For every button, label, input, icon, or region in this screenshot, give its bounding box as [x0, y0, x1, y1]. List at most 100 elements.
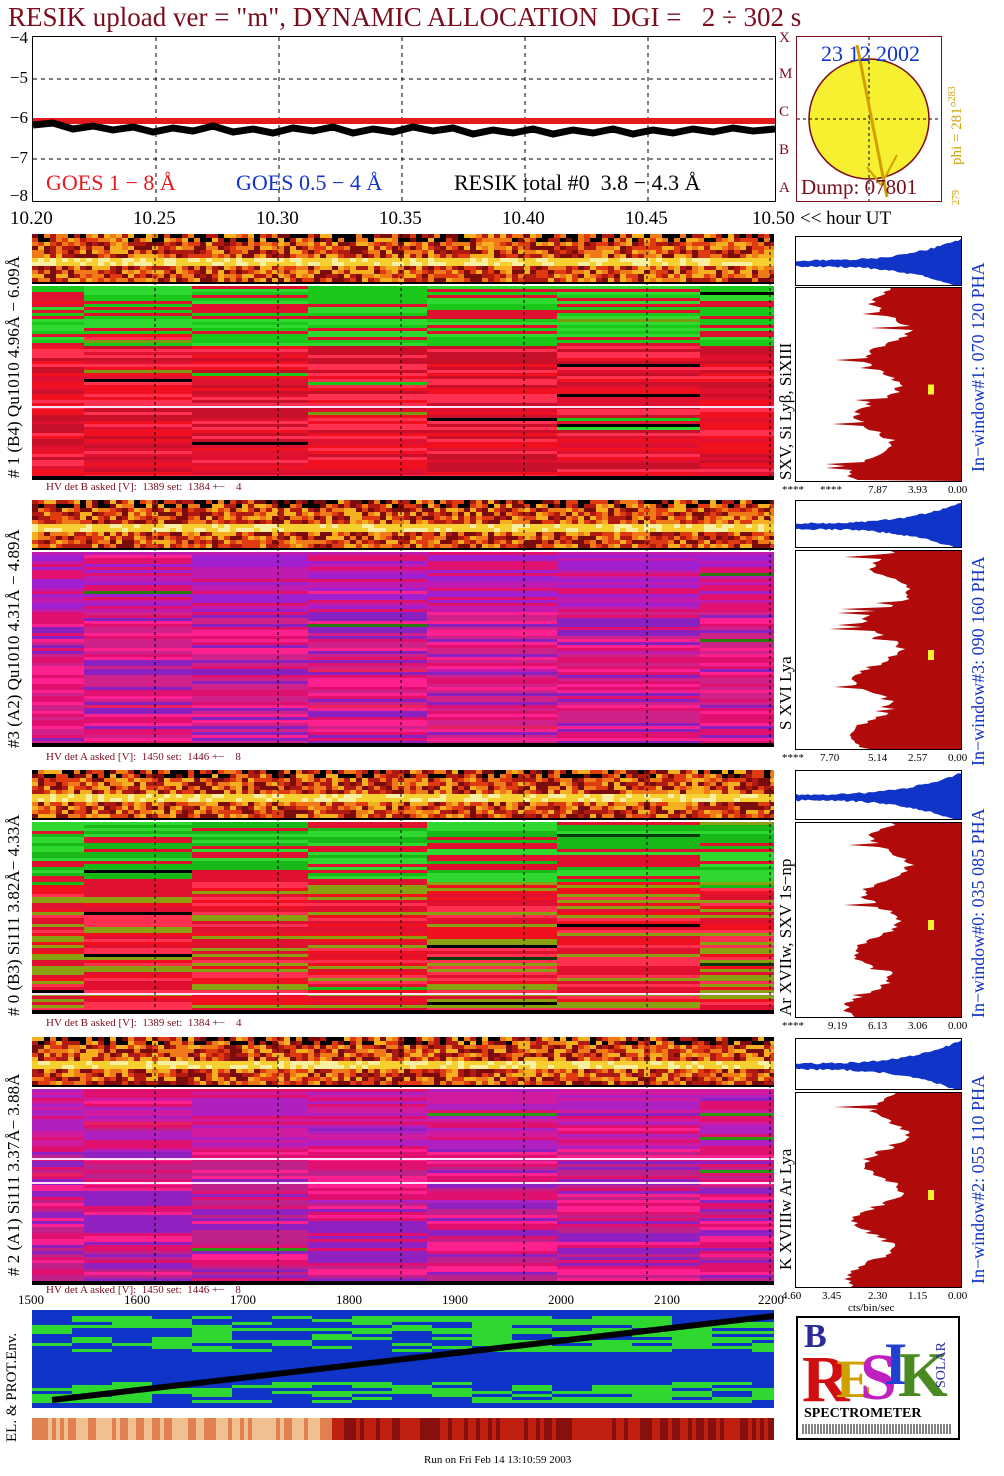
raster-cell	[710, 536, 716, 540]
raster-cell	[557, 669, 700, 672]
raster-cell	[494, 258, 500, 262]
raster-cell	[116, 528, 122, 532]
raster-cell	[50, 504, 56, 508]
raster-cell	[188, 246, 194, 250]
raster-cell	[32, 615, 84, 618]
raster-cell	[32, 738, 84, 741]
raster-cell	[704, 512, 710, 516]
raster-cell	[192, 433, 308, 436]
raster-cell	[584, 524, 590, 528]
raster-cell	[427, 442, 557, 445]
raster-cell	[638, 274, 644, 278]
raster-cell	[734, 254, 740, 258]
raster-cell	[734, 516, 740, 520]
raster-cell	[32, 723, 84, 726]
raster-cell	[392, 242, 398, 246]
raster-cell	[700, 726, 774, 729]
raster-cell	[710, 266, 716, 270]
raster-cell	[44, 234, 50, 238]
raster-cell	[542, 536, 548, 540]
raster-cell	[134, 246, 140, 250]
raster-cell	[338, 274, 344, 278]
raster-cell	[134, 544, 140, 548]
raster-cell	[92, 520, 98, 524]
raster-cell	[770, 234, 774, 238]
raster-cell	[218, 254, 224, 258]
raster-cell	[206, 516, 212, 520]
raster-cell	[700, 663, 774, 666]
raster-cell	[427, 343, 557, 346]
raster-cell	[170, 770, 176, 774]
raster-cell	[218, 500, 224, 504]
raster-cell	[557, 582, 700, 585]
raster-cell	[578, 786, 584, 790]
raster-cell	[338, 536, 344, 540]
raster-cell	[482, 262, 488, 266]
raster-cell	[674, 770, 680, 774]
raster-cell	[578, 794, 584, 798]
raster-cell	[734, 782, 740, 786]
raster-cell	[332, 786, 338, 790]
raster-cell	[272, 544, 278, 548]
raster-cell	[602, 250, 608, 254]
raster-cell	[386, 254, 392, 258]
raster-cell	[557, 705, 700, 708]
raster-cell	[662, 238, 668, 242]
raster-cell	[700, 325, 774, 328]
raster-cell	[572, 250, 578, 254]
raster-cell	[182, 794, 188, 798]
raster-cell	[308, 234, 314, 238]
raster-cell	[140, 254, 146, 258]
raster-cell	[194, 774, 200, 778]
raster-cell	[698, 786, 704, 790]
raster-cell	[427, 720, 557, 723]
raster-cell	[674, 544, 680, 548]
raster-cell	[224, 266, 230, 270]
raster-cell	[140, 540, 146, 544]
raster-cell	[272, 798, 278, 802]
raster-cell	[668, 242, 674, 246]
raster-cell	[32, 633, 84, 636]
raster-cell	[608, 778, 614, 782]
raster-cell	[392, 770, 398, 774]
raster-cell	[32, 778, 38, 782]
raster-cell	[434, 508, 440, 512]
raster-cell	[554, 528, 560, 532]
raster-cell	[410, 234, 416, 238]
raster-cell	[518, 242, 524, 246]
raster-cell	[308, 696, 427, 699]
raster-cell	[158, 274, 164, 278]
raster-cell	[284, 266, 290, 270]
raster-cell	[80, 508, 86, 512]
raster-cell	[584, 528, 590, 532]
raster-cell	[458, 528, 464, 532]
raster-cell	[608, 246, 614, 250]
raster-cell	[74, 782, 80, 786]
raster-cell	[260, 254, 266, 258]
raster-cell	[548, 536, 554, 540]
raster-cell	[32, 337, 84, 340]
raster-cell	[716, 528, 722, 532]
raster-cell	[427, 576, 557, 579]
raster-cell	[380, 262, 386, 266]
raster-cell	[296, 536, 302, 540]
raster-cell	[272, 274, 278, 278]
raster-cell	[84, 361, 192, 364]
raster-cell	[356, 802, 362, 806]
raster-cell	[266, 774, 272, 778]
raster-cell	[32, 364, 84, 367]
raster-cell	[427, 567, 557, 570]
raster-cell	[722, 524, 728, 528]
raster-cell	[476, 508, 482, 512]
raster-cell	[446, 234, 452, 238]
raster-cell	[428, 528, 434, 532]
raster-cell	[192, 376, 308, 379]
raster-cell	[704, 774, 710, 778]
raster-cell	[476, 234, 482, 238]
raster-cell	[84, 430, 192, 433]
raster-cell	[176, 504, 182, 508]
raster-cell	[140, 508, 146, 512]
raster-cell	[56, 274, 62, 278]
raster-cell	[554, 274, 560, 278]
raster-cell	[182, 274, 188, 278]
